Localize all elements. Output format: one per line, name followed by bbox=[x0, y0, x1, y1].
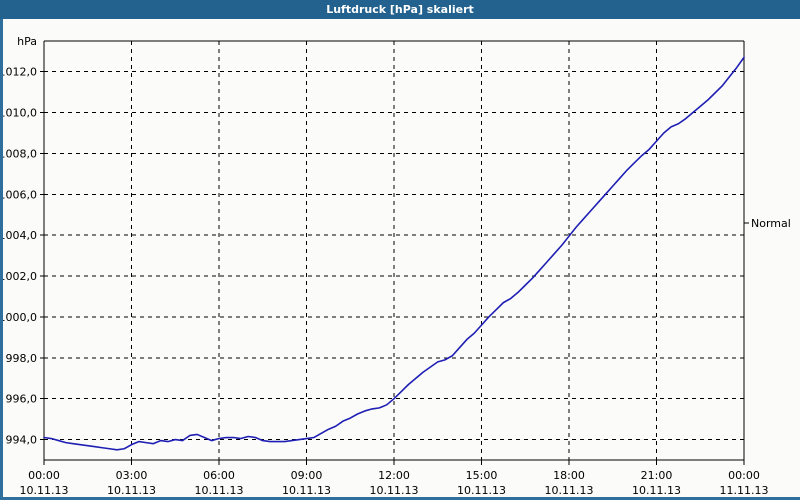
x-axis-date-label: 10.11.13 bbox=[545, 484, 594, 497]
normal-reference-label: Normal bbox=[751, 217, 791, 230]
y-axis-tick-label: 1000,0 bbox=[3, 311, 37, 324]
y-axis-tick-label: 1008,0 bbox=[3, 147, 37, 160]
x-axis-date-label: 10.11.13 bbox=[20, 484, 69, 497]
y-axis-unit-label: hPa bbox=[17, 35, 37, 48]
x-axis-time-label: 09:00 bbox=[291, 469, 323, 482]
chart-background bbox=[3, 19, 800, 497]
pressure-chart: 994,0 996,0 998,0 1000,0 1002,0 1004,0 1006,0 1… bbox=[3, 19, 800, 497]
x-axis-time-label: 18:00 bbox=[553, 469, 585, 482]
x-axis-time-label: 21:00 bbox=[641, 469, 673, 482]
x-axis-time-label: 00:00 bbox=[28, 469, 60, 482]
x-axis-time-label: 00:00 bbox=[728, 469, 760, 482]
x-axis-date-label: 10.11.13 bbox=[282, 484, 331, 497]
axis-lines bbox=[40, 40, 749, 465]
x-axis-time-label: 12:00 bbox=[378, 469, 410, 482]
series-line-luftdruck bbox=[43, 56, 745, 451]
gridlines bbox=[44, 41, 744, 460]
y-axis-tick-label: 1012,0 bbox=[3, 66, 37, 79]
y-axis-tick-label: 996,0 bbox=[6, 393, 38, 406]
y-axis-tick-label: 1010,0 bbox=[3, 107, 37, 120]
x-axis-time-label: 15:00 bbox=[466, 469, 498, 482]
axis-labels: 994,0 996,0 998,0 1000,0 1002,0 1004,0 1006,0 1… bbox=[3, 35, 791, 497]
x-axis-date-label: 10.11.13 bbox=[632, 484, 681, 497]
x-axis-date-label: 10.11.13 bbox=[457, 484, 506, 497]
y-axis-tick-label: 1002,0 bbox=[3, 270, 37, 283]
chart-canvas: 994,0 996,0 998,0 1000,0 1002,0 1004,0 1006,0 1… bbox=[3, 19, 800, 497]
x-axis-date-label: 10.11.13 bbox=[370, 484, 419, 497]
series-layer bbox=[43, 56, 745, 451]
x-axis-date-label: 11.11.13 bbox=[720, 484, 769, 497]
y-axis-tick-label: 1006,0 bbox=[3, 188, 37, 201]
y-axis-tick-label: 998,0 bbox=[6, 352, 38, 365]
window-title: Luftdruck [hPa] skaliert bbox=[0, 0, 800, 19]
x-axis-time-label: 03:00 bbox=[116, 469, 148, 482]
x-axis-date-label: 10.11.13 bbox=[195, 484, 244, 497]
x-axis-time-label: 06:00 bbox=[203, 469, 235, 482]
y-axis-tick-label: 1004,0 bbox=[3, 229, 37, 242]
x-axis-date-label: 10.11.13 bbox=[107, 484, 156, 497]
y-axis-tick-label: 994,0 bbox=[6, 434, 38, 447]
